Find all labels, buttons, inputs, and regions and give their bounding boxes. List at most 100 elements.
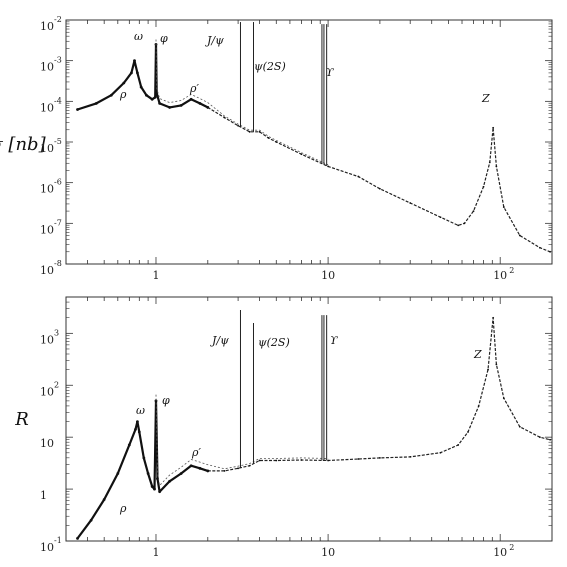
- data-point: [549, 250, 552, 253]
- data-point: [258, 459, 261, 462]
- plot-frame: [65, 296, 553, 542]
- data-point: [133, 59, 136, 63]
- data-point: [457, 224, 460, 227]
- resonance-label: φ: [160, 32, 168, 45]
- data-point: [122, 81, 126, 85]
- data-point: [223, 470, 226, 472]
- y-axis-label: σ [nb]: [0, 134, 47, 155]
- y-tick-label: 10: [40, 264, 54, 277]
- data-point: [248, 130, 251, 133]
- y-tick-label: 10: [40, 437, 54, 450]
- y-tick-label: 1: [40, 489, 47, 502]
- y-tick-exponent: 2: [54, 380, 59, 389]
- data-point: [223, 116, 226, 119]
- model-curve: [155, 39, 329, 166]
- data-point: [378, 187, 381, 190]
- data-point: [146, 472, 150, 475]
- data-point: [492, 126, 495, 129]
- data-point: [154, 399, 158, 403]
- resonance-label: φ: [162, 394, 170, 407]
- x-tick-label: 10: [321, 546, 335, 559]
- data-point: [477, 405, 480, 407]
- data-point: [357, 458, 360, 460]
- sigma-panel: σ [nb]11010210-210-310-410-510-610-710-8…: [0, 15, 553, 282]
- data-point: [502, 206, 505, 208]
- data-point: [327, 459, 329, 462]
- data-point: [130, 71, 133, 75]
- data-point: [357, 175, 360, 178]
- data-point: [300, 153, 303, 156]
- y-tick-exponent: 3: [54, 328, 59, 337]
- data-point: [409, 455, 412, 458]
- data-point: [487, 368, 489, 371]
- data-point: [76, 108, 79, 111]
- data-point: [153, 95, 157, 99]
- data-point: [134, 427, 137, 431]
- data-point: [136, 71, 139, 75]
- x-tick-label: 10: [493, 269, 507, 282]
- y-axis-label: R: [14, 409, 29, 430]
- data-point: [158, 101, 162, 105]
- y-tick-label: 10: [40, 541, 54, 554]
- x-tick-exponent: 2: [509, 266, 514, 275]
- data-point: [467, 431, 469, 433]
- data-point: [258, 130, 261, 133]
- resonance-label: ψ(2S): [254, 60, 286, 73]
- y-tick-label: 10: [40, 183, 54, 196]
- data-point: [502, 397, 505, 400]
- resonance-label: ϒ: [330, 334, 338, 347]
- y-tick-exponent: -8: [54, 259, 62, 268]
- data-point: [150, 97, 154, 101]
- y-tick-label: 10: [40, 20, 54, 33]
- data-point: [94, 101, 98, 105]
- data-point: [198, 101, 202, 105]
- data-point: [142, 456, 146, 460]
- data-point: [267, 137, 270, 139]
- x-tick-exponent: 2: [509, 543, 514, 552]
- data-point: [275, 459, 278, 462]
- data-point: [189, 464, 193, 468]
- data-point: [102, 498, 106, 501]
- data-point: [549, 438, 552, 441]
- y-tick-exponent: -6: [54, 178, 62, 187]
- resonance-label: J/ψ: [205, 34, 224, 47]
- plot-frame: [65, 19, 553, 265]
- y-tick-exponent: -5: [54, 137, 62, 146]
- y-tick-label: 10: [40, 142, 54, 155]
- data-point: [155, 91, 159, 95]
- data-point: [136, 420, 139, 423]
- y-tick-exponent: -4: [54, 96, 62, 105]
- data-point: [488, 161, 491, 164]
- resonance-label: ψ(2S): [258, 336, 290, 349]
- resonance-label: J/ψ: [210, 334, 229, 347]
- data-point: [378, 457, 381, 459]
- data-point: [518, 234, 521, 237]
- data-point: [158, 490, 162, 494]
- x-tick-label: 10: [321, 269, 335, 282]
- resonance-label: Z: [473, 348, 482, 361]
- data-point: [248, 464, 251, 467]
- data-curve-low-energy: [76, 43, 209, 111]
- data-point: [168, 479, 172, 483]
- data-point: [439, 216, 442, 219]
- data-point: [168, 106, 172, 109]
- data-curve-low-energy: [76, 399, 209, 540]
- resonance-label: ω: [136, 404, 145, 417]
- resonance-label: ρ: [119, 502, 127, 515]
- y-tick-label: 10: [40, 385, 54, 398]
- data-point: [275, 141, 278, 143]
- x-tick-label: 10: [493, 546, 507, 559]
- resonance-label: Z: [481, 92, 490, 105]
- y-tick-exponent: -1: [54, 536, 62, 545]
- resonance-label: ω: [134, 30, 143, 43]
- y-tick-label: 10: [40, 333, 54, 346]
- data-point: [179, 104, 183, 107]
- data-point: [518, 425, 521, 428]
- data-point: [237, 467, 240, 470]
- data-point: [127, 443, 131, 447]
- model-curve: [155, 394, 329, 487]
- data-point: [492, 316, 495, 319]
- data-point: [538, 246, 541, 249]
